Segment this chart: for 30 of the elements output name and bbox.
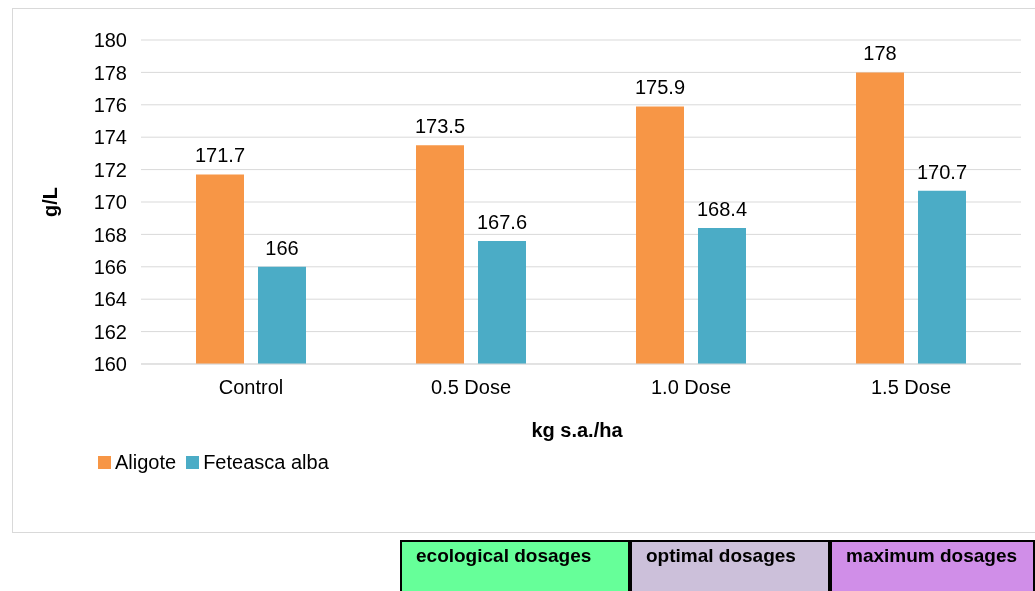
data-label: 173.5 [414,115,466,138]
text: optimal dosages [630,540,830,591]
legend-label: Feteasca alba [203,451,329,474]
data-label: 170.7 [916,160,968,183]
y-tick-label: 164 [93,288,127,311]
legend-label: Aligote [115,451,177,474]
data-label: 168.4 [696,197,748,220]
text: ecological dosages [400,540,630,591]
y-tick-label: 176 [93,93,127,116]
x-tick-label: 1.0 Dose [650,376,732,399]
y-tick-label: 166 [93,255,127,278]
data-label: 167.6 [476,210,528,233]
y-axis-title: g/L [39,187,62,217]
y-tick-label: 178 [93,61,127,84]
text: maximum dosages [830,540,1035,591]
data-label: 171.7 [194,144,246,167]
y-tick-label: 180 [93,29,127,52]
data-label: 175.9 [634,76,686,99]
data-label: 166 [265,236,299,259]
y-tick-label: 168 [93,223,127,246]
x-tick-label: 1.5 Dose [870,376,952,399]
x-tick-label: Control [218,376,284,399]
y-tick-label: 172 [93,158,127,181]
data-label: 178 [863,42,897,65]
y-tick-label: 174 [93,126,127,149]
y-tick-label: 170 [93,191,127,214]
x-tick-label: 0.5 Dose [430,376,512,399]
y-tick-label: 162 [93,320,127,343]
y-tick-label: 160 [93,353,127,376]
x-axis-title: kg s.a./ha [530,419,624,442]
